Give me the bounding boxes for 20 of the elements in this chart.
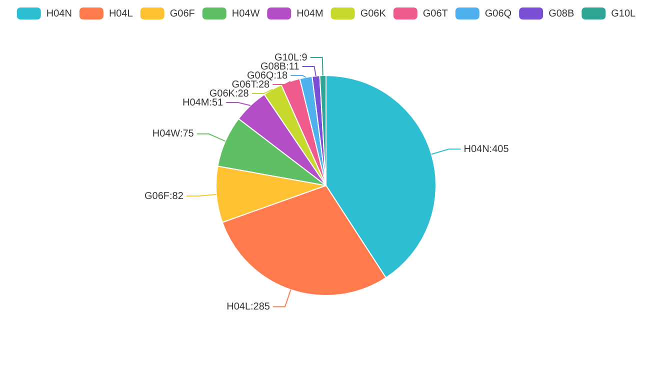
legend-label: G10L [611,8,636,20]
legend-label: H04W [232,8,260,20]
data-label: H04M:51 [182,97,224,108]
legend-label: G06K [360,8,386,20]
legend-label: H04N [46,8,72,20]
data-label: H04L:285 [226,302,270,312]
legend-label: G06T [422,8,448,20]
data-label: G10L:9 [274,52,308,64]
legend-label: H04L [108,8,134,20]
data-label: G06K:28 [209,88,250,100]
data-label: G08B:11 [260,61,300,72]
legend-label: H04M [296,8,324,20]
data-label: G06Q:18 [247,70,288,82]
data-label: G06F:82 [144,190,184,202]
legend-label: G06Q [484,8,512,20]
data-label: H04N:405 [464,144,510,155]
legend-label: G06F [170,8,195,20]
data-label: G06T:28 [232,79,270,90]
data-label: H04W:75 [152,128,194,140]
legend-label: G08B [548,8,574,20]
